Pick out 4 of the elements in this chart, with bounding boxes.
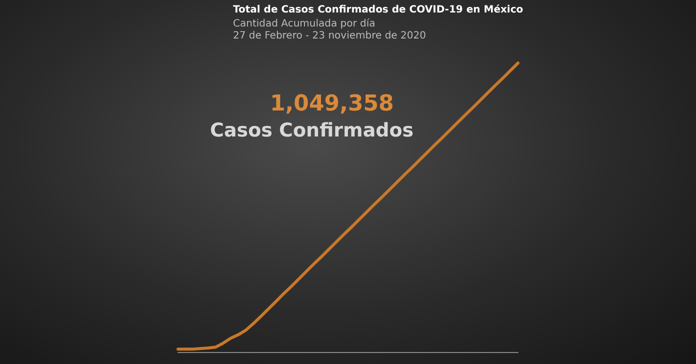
chart-subtitle: Cantidad Acumulada por día 27 de Febrero - 23 noviembre de 2020 bbox=[233, 18, 426, 42]
chart-title: Total de Casos Confirmados de COVID-19 en México bbox=[233, 4, 524, 16]
annotation: 1,049,358 bbox=[270, 92, 394, 116]
annotation: Casos Confirmados bbox=[210, 120, 414, 142]
